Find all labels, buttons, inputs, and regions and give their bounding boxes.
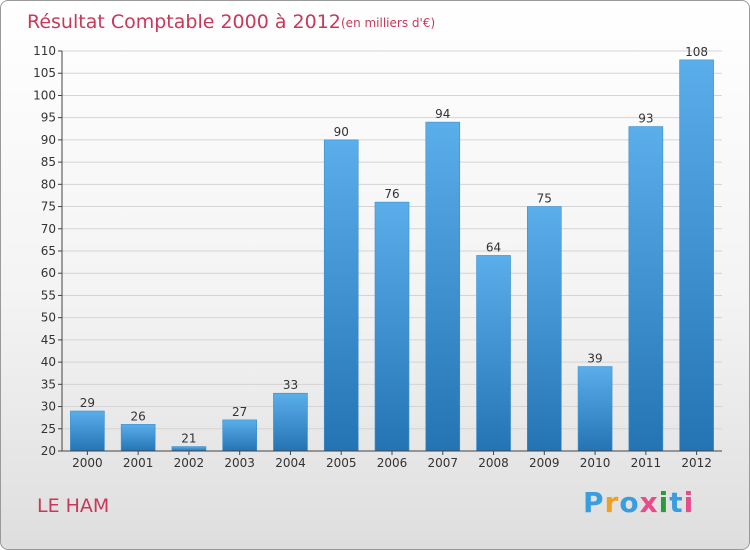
x-tick-label: 2011 — [631, 456, 662, 470]
y-tick-label: 25 — [41, 422, 56, 436]
data-label: 39 — [587, 352, 602, 366]
bar — [120, 424, 156, 452]
logo-letter: x — [639, 486, 659, 519]
commune-name: LE HAM — [37, 495, 110, 517]
bar — [70, 410, 105, 452]
data-label: 64 — [486, 240, 501, 254]
bar — [273, 392, 308, 452]
y-tick-label: 95 — [41, 111, 56, 125]
x-tick-label: 2002 — [174, 456, 205, 470]
y-tick-label: 80 — [41, 177, 56, 191]
y-tick-label: 50 — [41, 311, 56, 325]
logo-letter: r — [604, 486, 620, 519]
x-tick-label: 2000 — [72, 456, 103, 470]
bar — [374, 201, 410, 452]
bar — [425, 121, 461, 452]
y-tick-label: 40 — [41, 355, 56, 369]
data-label: 75 — [537, 192, 552, 206]
y-tick-label: 105 — [33, 66, 56, 80]
proxiti-logo: Proxiti — [583, 486, 694, 519]
bar — [527, 206, 562, 452]
y-tick-label: 30 — [41, 400, 56, 414]
logo-letter: P — [583, 486, 605, 519]
y-tick-label: 45 — [41, 333, 56, 347]
data-label: 29 — [80, 396, 95, 410]
x-tick-label: 2001 — [123, 456, 154, 470]
y-tick-label: 20 — [41, 444, 56, 458]
data-label: 33 — [283, 378, 298, 392]
bar — [171, 446, 207, 452]
y-tick-label: 35 — [41, 377, 56, 391]
y-tick-label: 65 — [41, 244, 56, 258]
logo-letter: o — [619, 486, 640, 519]
logo-letter: t — [669, 486, 684, 519]
x-tick-label: 2010 — [580, 456, 611, 470]
data-label: 93 — [638, 112, 653, 126]
logo-letter: i — [683, 486, 695, 519]
x-tick-label: 2008 — [478, 456, 509, 470]
y-tick-label: 85 — [41, 155, 56, 169]
x-tick-label: 2004 — [275, 456, 306, 470]
bar — [323, 139, 359, 452]
gridlines — [62, 50, 722, 452]
x-tick-label: 2003 — [224, 456, 255, 470]
chart-title: Résultat Comptable 2000 à 2012 — [27, 11, 341, 33]
data-label: 94 — [435, 107, 450, 121]
data-label: 21 — [181, 432, 196, 446]
bar — [476, 255, 511, 452]
chart-subtitle: (en milliers d'€) — [341, 16, 435, 30]
y-axis: 20 25 30 35 40 45 50 55 60 65 70 75 80 85 90 95 100 105 11… — [33, 44, 63, 458]
bar — [679, 59, 714, 452]
x-tick-label: 2009 — [529, 456, 560, 470]
data-label: 26 — [131, 409, 146, 423]
y-tick-label: 60 — [41, 266, 56, 280]
x-tick-label: 2007 — [427, 456, 458, 470]
y-tick-label: 90 — [41, 133, 56, 147]
x-tick-label: 2006 — [377, 456, 408, 470]
data-label: 108 — [685, 45, 708, 59]
x-tick-label: 2012 — [681, 456, 712, 470]
bars: 29 26 21 27 33 90 76 94 64 75 39 93 108 — [70, 45, 714, 452]
x-tick-label: 2005 — [326, 456, 357, 470]
y-tick-label: 75 — [41, 200, 56, 214]
data-label: 27 — [232, 405, 247, 419]
data-label: 90 — [334, 125, 349, 139]
y-tick-label: 110 — [33, 44, 56, 58]
data-label: 76 — [384, 187, 399, 201]
x-axis: 2000 2001 2002 2003 2004 2005 2006 2007 2008 2009… — [62, 450, 722, 470]
logo-letter: i — [658, 486, 670, 519]
y-tick-label: 70 — [41, 222, 56, 236]
bar — [577, 366, 613, 452]
y-tick-label: 55 — [41, 288, 56, 302]
y-tick-label: 100 — [33, 88, 56, 102]
bar — [628, 126, 664, 452]
bar — [222, 419, 257, 452]
